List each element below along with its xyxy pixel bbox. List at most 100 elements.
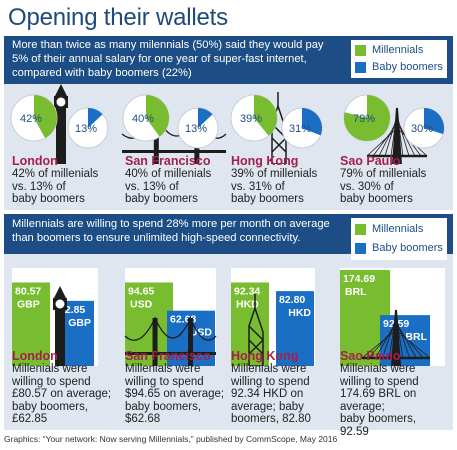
san-francisco-boomers-pie-slice: [198, 108, 213, 128]
sao-paulo-millennials-unit: BRL: [345, 286, 367, 298]
spire: [54, 286, 66, 298]
hong-kong-boomers-pie-slice: [302, 108, 322, 136]
bar-city-desc-san-francisco: Millenials were willing to spend $94.65 …: [125, 363, 224, 426]
legend-millennials-label: Millennials: [372, 223, 424, 235]
desc-line: 174.69 BRL on average;: [340, 388, 417, 413]
desc-line: 92.34 HKD on: [231, 388, 304, 400]
hong-kong-boomers-bar: [276, 291, 314, 366]
stay-cable: [366, 127, 398, 157]
desc-line: willing to spend: [12, 375, 91, 388]
pie-panel: More than twice as many milennials (50%)…: [4, 36, 453, 210]
stay-cable: [396, 115, 410, 157]
big-ben-icon: [54, 84, 68, 164]
hong-kong-boomers-pie-label: 31%: [289, 123, 311, 135]
pie-city-name-hong-kong: Hong Kong: [231, 154, 299, 168]
london-boomers-pie-slice: [88, 108, 103, 128]
stay-cable: [395, 321, 417, 359]
legend-swatch-millennials: [355, 44, 366, 56]
stay-cable: [395, 317, 410, 359]
london-boomers-unit: GBP: [68, 317, 91, 329]
london-millennials-unit: GBP: [17, 298, 40, 310]
bridge-mast: [391, 309, 401, 366]
desc-line: willing to spend: [231, 375, 310, 388]
san-francisco-boomers-pie-label: 13%: [185, 123, 207, 135]
clock-face: [55, 299, 65, 309]
bar-header-line-2: than boomers to ensure unlimited high-sp…: [12, 232, 301, 244]
hong-kong-millennials-unit: HKD: [236, 298, 259, 310]
stay-cable: [372, 123, 398, 157]
sao-paulo-millennials-pie-slice: [344, 95, 390, 141]
stay-cable: [396, 119, 416, 157]
stay-cable: [382, 317, 397, 359]
stay-cable: [395, 325, 424, 359]
legend-millennials: Millennials: [355, 223, 423, 235]
london-millennials-pie-label: 42%: [20, 113, 42, 125]
desc-line: average; baby: [231, 400, 304, 413]
desc-line: 42% of millenials: [12, 168, 99, 180]
bar-legend: Millennials Baby boomers: [351, 218, 447, 260]
desc-line: 39% of millenials: [231, 168, 318, 180]
desc-line: baby boomers: [340, 193, 413, 205]
desc-line: baby boomers,: [340, 413, 417, 425]
bridge-cable: [124, 316, 217, 341]
desc-line: vs. 13% of: [12, 180, 66, 193]
tower-bracing: [248, 325, 264, 355]
stay-cable: [384, 115, 398, 157]
bridge-mast: [392, 107, 402, 164]
big-ben-icon: [53, 286, 67, 366]
legend-boomers: Baby boomers: [355, 242, 443, 254]
desc-line: baby boomers: [125, 193, 198, 205]
bar-city-name-sao-paulo: Sao Paulo: [340, 349, 401, 363]
octavio-frias-bridge-icon: [366, 107, 428, 164]
hong-kong-millennials-pie-slice: [254, 95, 278, 136]
desc-line: baby boomers: [12, 193, 85, 205]
desc-line: 79% of millenials: [340, 168, 427, 180]
legend-boomers-label: Baby boomers: [372, 61, 443, 73]
stay-cable: [395, 329, 431, 359]
legend-millennials-label: Millennials: [372, 44, 424, 56]
bridge-deck: [122, 150, 226, 153]
source-footer: Graphics: “Your network: Now serving Mil…: [4, 434, 338, 444]
desc-line: willing to spend: [125, 375, 204, 388]
desc-line: Millenials were: [231, 363, 307, 375]
pie-chart-area: 42% 13% 40% 13% 39% 31% 79% 30%: [10, 84, 445, 164]
bar-header-line-1: Millennials are willing to spend 28% mor…: [12, 218, 330, 230]
stay-cable: [378, 119, 398, 157]
bar-city-desc-hong-kong: Millenials were willing to spend 92.34 H…: [231, 363, 311, 426]
pie-city-desc-sao-paulo: 79% of millenials vs. 30% of baby boomer…: [340, 168, 426, 206]
sao-paulo-millennials-pie-label: 79%: [353, 113, 375, 125]
desc-line: vs. 30% of: [340, 180, 394, 193]
tower-outline: [248, 305, 264, 366]
tower-shaft: [56, 104, 66, 164]
bridge-deck: [125, 352, 216, 355]
san-francisco-millennials-value: 94.65: [128, 285, 154, 297]
london-millennials-bar: [12, 282, 50, 366]
pie-header-line-2: 5% of their annual salary for one year o…: [12, 53, 307, 65]
tower-shaft: [55, 306, 65, 366]
pie-city-desc-san-francisco: 40% of millenials vs. 13% of baby boomer…: [125, 168, 211, 206]
desc-line: vs. 31% of: [231, 180, 285, 193]
bridge-tower: [188, 318, 194, 366]
sao-paulo-boomers-pie-slice: [424, 108, 444, 135]
hong-kong-millennials-value: 92.34: [234, 285, 260, 297]
spire: [55, 84, 67, 96]
pie-city-desc-london: 42% of millenials vs. 13% of baby boomer…: [12, 168, 98, 206]
bridge-tower: [153, 116, 159, 164]
desc-line: Millenials were: [12, 363, 88, 375]
desc-line: £62.85: [12, 413, 48, 425]
desc-line: £80.57 on average;: [12, 388, 112, 400]
stay-cable: [368, 325, 397, 359]
legend-swatch-boomers: [355, 242, 366, 254]
london-millennials-value: 80.57: [15, 285, 41, 297]
desc-line: baby boomers,: [12, 400, 89, 413]
pie-city-name-san-francisco: San Francisco: [125, 154, 211, 168]
san-francisco-millennials-pie-slice: [146, 95, 169, 137]
pie-city-name-london: London: [12, 154, 58, 168]
clock-face: [56, 97, 66, 107]
desc-line: Millenials were: [125, 363, 201, 375]
london-boomers-pie-label: 13%: [75, 123, 97, 135]
bar-panel: Millennials are willing to spend 28% mor…: [4, 214, 453, 438]
legend-millennials: Millennials: [355, 44, 423, 56]
hong-kong-boomers-unit: HKD: [288, 307, 311, 319]
